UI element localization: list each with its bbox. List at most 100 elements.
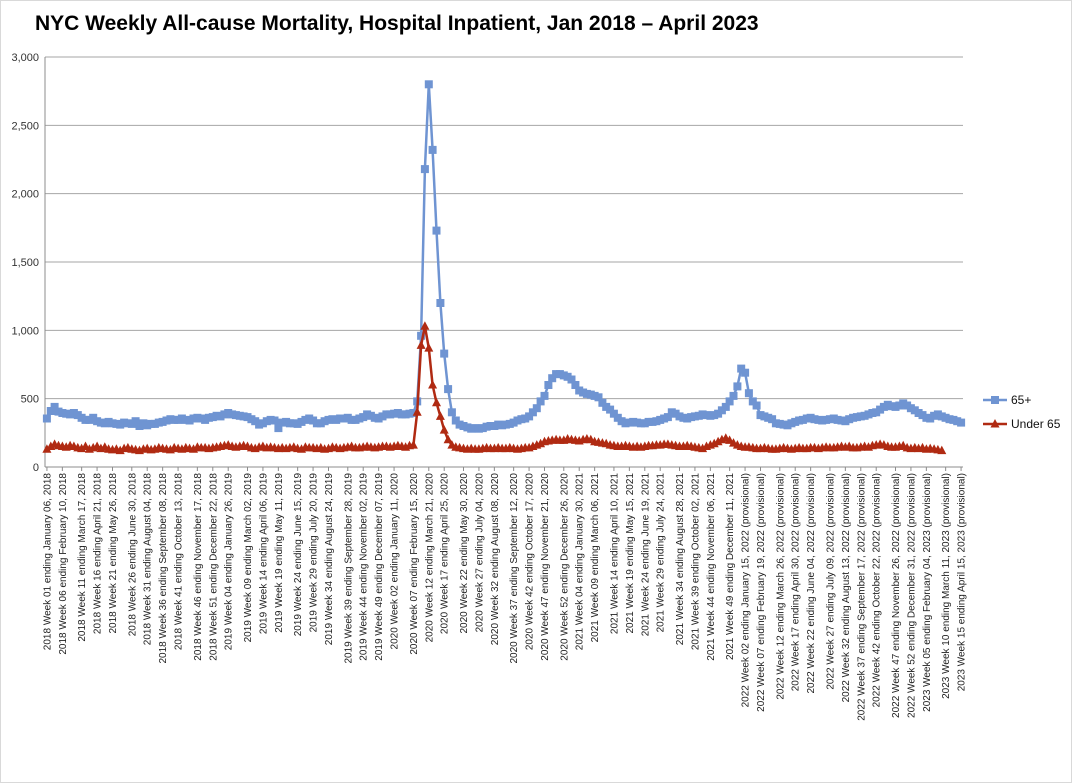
data-point <box>532 404 541 413</box>
data-point <box>274 424 283 433</box>
x-tick-label: 2021 Week 04 ending January 30, 2021 <box>575 473 586 651</box>
x-tick-label: 2018 Week 16 ending April 21, 2018 <box>93 473 104 634</box>
x-tick-label: 2022 Week 22 ending June 04, 2022 (provi… <box>806 473 817 694</box>
x-tick-label: 2022 Week 12 ending March 26, 2022 (prov… <box>775 473 786 700</box>
x-tick-label: 2019 Week 09 ending March 02, 2019 <box>243 473 254 643</box>
data-point <box>752 401 761 410</box>
x-tick-label: 2023 Week 10 ending March 11, 2023 (prov… <box>941 473 952 699</box>
x-tick-label: 2018 Week 51 ending December 22, 2018 <box>208 473 219 661</box>
x-tick-label: 2021 Week 39 ending October 02, 2021 <box>690 473 701 651</box>
x-tick-label: 2023 Week 05 ending February 04, 2023 (p… <box>922 473 933 712</box>
data-point <box>439 425 449 434</box>
x-tick-label: 2018 Week 21 ending May 26, 2018 <box>108 473 119 634</box>
data-point <box>571 381 580 389</box>
y-tick-label: 3,000 <box>11 52 39 64</box>
data-point <box>443 434 453 444</box>
gridlines <box>45 56 963 400</box>
x-tick-label: 2018 Week 36 ending September 08, 2018 <box>158 473 169 664</box>
data-point <box>270 416 279 425</box>
series <box>42 80 966 455</box>
data-point <box>428 380 438 389</box>
data-point <box>42 414 51 423</box>
x-tick-label: 2021 Week 29 ending July 24, 2021 <box>656 473 667 633</box>
data-point <box>609 409 618 418</box>
x-tick-label: 2020 Week 32 ending August 08, 2020 <box>490 473 501 646</box>
x-tick-label: 2020 Week 02 ending January 11, 2020 <box>390 473 401 650</box>
data-point <box>420 321 430 330</box>
data-point <box>525 412 534 421</box>
data-point <box>548 374 557 383</box>
x-tick-label: 2020 Week 37 ending September 12, 2020 <box>509 473 520 664</box>
y-tick-label: 1,500 <box>11 257 39 269</box>
x-tick-label: 2021 Week 14 ending April 10, 2021 <box>609 473 620 634</box>
y-tick-label: 0 <box>33 462 39 474</box>
x-tick-label: 2020 Week 07 ending February 15, 2020 <box>409 473 420 655</box>
x-tick-label: 2022 Week 02 ending January 15, 2022 (pr… <box>741 473 752 707</box>
x-tick-label: 2022 Week 52 ending December 31, 2022 (p… <box>906 473 917 718</box>
x-tick-label: 2018 Week 46 ending November 17, 2018 <box>193 473 204 661</box>
x-tick-label: 2022 Week 42 ending October 22, 2022 (pr… <box>872 473 883 707</box>
series-line <box>46 324 943 452</box>
data-point <box>412 407 422 416</box>
x-tick-label: 2018 Week 26 ending June 30, 2018 <box>127 473 138 637</box>
x-tick-label: 2019 Week 14 ending April 06, 2019 <box>258 473 269 634</box>
data-point <box>440 349 449 358</box>
x-tick-label: 2021 Week 44 ending November 06, 2021 <box>706 473 717 661</box>
data-point <box>729 391 738 400</box>
legend-item: 65+ <box>983 393 1031 407</box>
data-point <box>424 80 433 89</box>
data-point <box>748 397 757 406</box>
data-point <box>432 226 441 235</box>
x-tick-label: 2018 Week 41 ending October 13, 2018 <box>174 473 185 651</box>
x-tick-label: 2019 Week 49 ending December 07, 2019 <box>374 473 385 661</box>
x-tick-label: 2022 Week 47 ending November 26, 2022 (p… <box>891 473 902 718</box>
y-tick-label: 1,000 <box>11 325 39 337</box>
data-point <box>50 402 59 411</box>
data-point <box>432 397 441 407</box>
data-point <box>540 391 549 400</box>
data-point <box>444 385 453 394</box>
x-tick-label: 2021 Week 24 ending June 19, 2021 <box>640 473 651 637</box>
x-tick-label: 2021 Week 09 ending March 06, 2021 <box>590 473 601 643</box>
data-point <box>46 407 55 415</box>
legend-item: Under 65 <box>983 417 1061 431</box>
x-tick-label: 2019 Week 24 ending June 15, 2019 <box>293 473 304 637</box>
x-tick-label: 2020 Week 42 ending October 17, 2020 <box>525 473 536 651</box>
x-tick-label: 2022 Week 37 ending September 17, 2022 (… <box>856 473 867 721</box>
data-point <box>447 408 456 417</box>
x-tick-label: 2019 Week 34 ending August 24, 2019 <box>324 473 335 646</box>
x-tick-label: 2020 Week 52 ending December 26, 2020 <box>559 473 570 661</box>
series-line <box>45 83 962 430</box>
series-over-65 <box>42 80 966 433</box>
axes <box>44 57 963 468</box>
y-axis-ticks: 0 500 1,000 1,500 2,000 2,500 3,000 <box>11 52 39 474</box>
data-point <box>408 440 418 449</box>
data-point <box>768 415 777 424</box>
legend-label: Under 65 <box>1011 417 1061 431</box>
data-point <box>594 393 603 402</box>
data-point <box>417 331 426 340</box>
x-tick-label: 2020 Week 17 ending April 25, 2020 <box>440 473 451 634</box>
x-tick-label: 2020 Week 47 ending November 21, 2020 <box>540 473 551 661</box>
x-axis-ticks: 2018 Week 01 ending January 06, 2018 2018… <box>42 467 968 721</box>
x-tick-label: 2018 Week 31 ending August 04, 2018 <box>143 473 154 646</box>
legend-marker <box>991 396 999 404</box>
x-tick-label: 2021 Week 19 ending May 15, 2021 <box>625 473 636 634</box>
data-point <box>416 340 426 349</box>
data-point <box>598 398 607 407</box>
x-tick-label: 2020 Week 12 ending March 21, 2020 <box>424 473 435 643</box>
data-point <box>957 418 966 427</box>
x-tick-label: 2019 Week 39 ending September 28, 2019 <box>343 473 354 664</box>
data-point <box>663 413 672 422</box>
y-tick-label: 2,000 <box>11 189 39 201</box>
data-point <box>536 397 545 406</box>
x-tick-label: 2018 Week 01 ending January 06, 2018 <box>42 473 53 651</box>
data-point <box>606 405 615 414</box>
data-point <box>436 299 445 307</box>
data-point <box>424 343 434 352</box>
data-point <box>451 416 460 425</box>
x-tick-label: 2018 Week 06 ending February 10, 2018 <box>58 473 69 655</box>
x-tick-label: 2022 Week 07 ending February 19, 2022 (p… <box>756 473 767 712</box>
